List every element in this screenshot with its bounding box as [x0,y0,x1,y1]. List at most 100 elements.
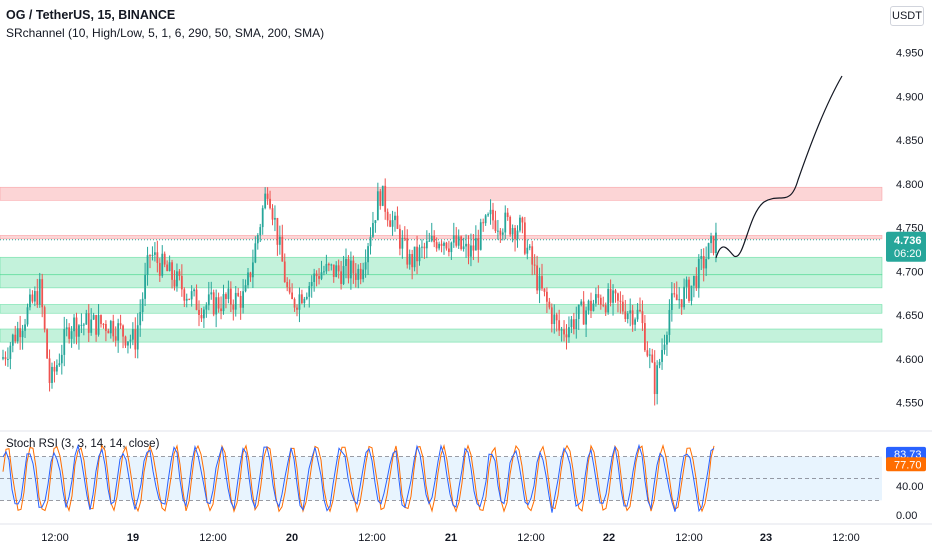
candle-body [146,255,149,275]
candle-body [58,363,61,366]
candle-body [460,236,463,250]
candle-body [195,289,198,310]
candle-body [653,362,656,395]
candle-body [264,193,267,209]
candle-body [479,222,482,250]
candle-body [428,240,431,242]
srchannel-indicator-label[interactable]: SRchannel (10, High/Low, 5, 1, 6, 290, 5… [6,26,325,40]
candle-body [259,227,262,236]
candle-body [386,211,389,221]
currency-selector-button[interactable]: USDT [890,6,924,26]
candle-body [232,304,235,310]
candle-body [433,235,436,243]
candle-body [281,236,284,262]
candle-body [24,324,26,331]
candle-body [105,324,107,331]
candle-body [577,304,580,320]
candle-body [276,217,279,245]
candle-body [609,288,612,303]
candle-body [580,301,583,305]
candle-body [661,349,663,362]
candle-body [342,265,345,284]
candle-body [330,264,333,266]
projection-curve [715,75,843,259]
candle-body [457,236,460,246]
candle-body [75,317,78,337]
candle-body [470,245,472,257]
candle-body [670,293,673,310]
candle-body [489,209,492,215]
candle-body [122,325,124,337]
candle-body [100,315,102,324]
candle-body [707,243,710,260]
candle-body [595,294,597,304]
candle-body [712,236,715,254]
candle-body [494,220,497,231]
candle-body [536,265,538,291]
candle-body [430,235,433,241]
candle-body [634,319,636,325]
candle-body [354,273,357,280]
candle-body [411,254,414,268]
candle-body [538,276,541,291]
support-zone-3 [0,274,883,289]
candle-body [697,258,700,289]
candle-body [381,185,384,206]
candle-body [438,243,440,249]
candle-body [546,291,548,302]
candle-body [465,243,467,247]
candle-body [200,314,203,319]
candle-body [685,279,688,287]
candle-body [56,365,58,372]
candle-body [310,281,313,287]
candle-body [482,222,485,224]
candle-body [97,315,100,335]
time-tick-hour: 12:00 [517,532,545,544]
candle-body [663,344,666,350]
candle-body [303,298,306,304]
candle-body [212,292,215,315]
candle-body [36,291,39,305]
candle-body [585,310,587,325]
time-tick-hour: 12:00 [358,532,386,544]
candle-body [21,330,24,338]
candle-body [269,198,271,209]
candle-body [7,358,9,360]
candle-body [599,297,602,305]
candle-body [440,243,443,246]
candle-body [261,208,264,228]
candle-body [288,287,291,293]
support-zone-5 [0,328,883,343]
candle-body [367,246,369,263]
rsi-tick-label: 40.00 [896,481,924,493]
candle-body [14,334,17,342]
candle-body [604,305,607,313]
candle-body [658,361,661,366]
candle-body [193,289,195,292]
candle-body [425,241,428,249]
candle-body [156,252,159,263]
candle-body [497,230,499,232]
candle-body [92,315,95,320]
candle-body [501,232,504,235]
candle-body [563,329,565,335]
candle-body [506,212,509,217]
candle-body [249,272,252,278]
candle-body [550,307,553,325]
candle-body [587,300,590,311]
candle-body [678,299,681,301]
candle-body [408,254,411,265]
candle-body [401,237,404,249]
candle-body [87,313,90,333]
time-tick-day: 22 [603,532,615,544]
candle-body [648,354,651,356]
stoch-rsi-indicator-label[interactable]: Stoch RSI (3, 3, 14, 14, close) [6,438,160,450]
candle-body [114,336,117,341]
candle-body [73,317,75,332]
candle-body [474,238,477,251]
candle-body [117,323,120,341]
last-price-badge [886,231,926,262]
candle-body [48,358,51,383]
candle-body [68,327,71,339]
